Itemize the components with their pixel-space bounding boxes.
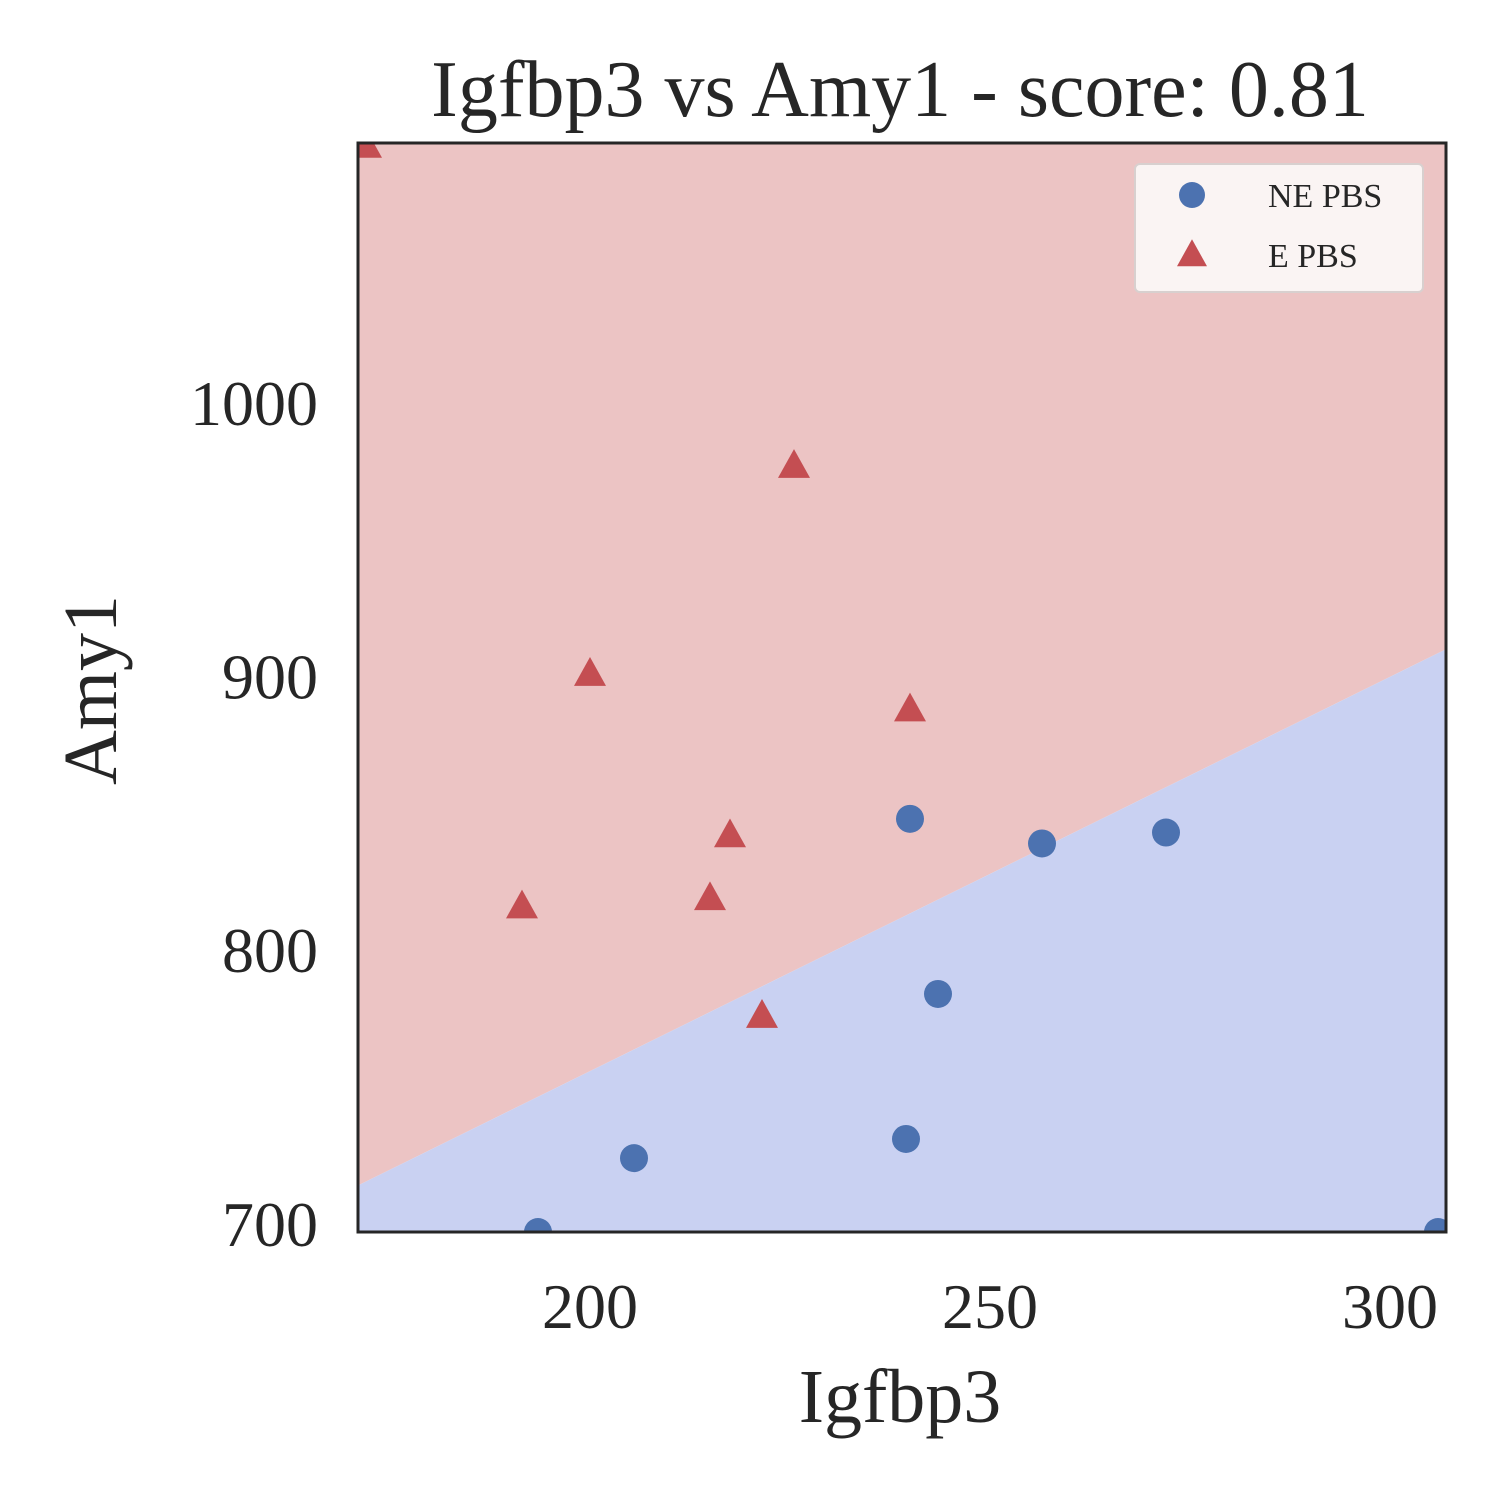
y-tick-label: 1000 — [190, 368, 318, 439]
ne-pbs-point — [1152, 818, 1180, 847]
legend-box — [1134, 163, 1424, 293]
ne-pbs-point — [524, 1218, 552, 1232]
x-tick-label: 200 — [542, 1271, 638, 1342]
ne-pbs-point — [620, 1144, 648, 1173]
x-axis-label: Igfbp3 — [799, 1355, 1002, 1439]
legend-label-e-pbs: E PBS — [1268, 238, 1358, 275]
legend-label-ne-pbs: NE PBS — [1268, 178, 1382, 215]
ne-pbs-point — [1028, 829, 1056, 858]
ne-pbs-point — [896, 804, 924, 833]
plot-area — [356, 141, 1448, 1234]
e-pbs-point — [746, 999, 778, 1028]
e-pbs-point — [358, 143, 382, 158]
data-markers — [358, 143, 1446, 1232]
legend-marker-e-pbs — [1177, 239, 1207, 267]
x-ticks: 200 250 300 — [542, 1271, 1438, 1342]
x-tick-label: 250 — [942, 1271, 1038, 1342]
region-e-pbs — [358, 143, 1446, 1186]
y-tick-label: 800 — [222, 915, 318, 986]
legend: NE PBS E PBS — [1134, 163, 1424, 293]
y-tick-label: 900 — [222, 642, 318, 713]
e-pbs-point — [506, 889, 538, 919]
y-tick-label: 700 — [222, 1189, 318, 1260]
chart-title: Igfbp3 vs Amy1 - score: 0.81 — [431, 46, 1369, 134]
e-pbs-point — [778, 449, 810, 478]
ne-pbs-point — [892, 1124, 920, 1153]
ne-pbs-point — [1424, 1218, 1446, 1232]
legend-marker-ne-pbs — [1179, 182, 1205, 208]
region-ne-pbs — [358, 649, 1446, 1232]
y-axis-label: Amy1 — [49, 595, 133, 785]
e-pbs-point — [574, 657, 606, 686]
e-pbs-point — [694, 881, 726, 911]
x-tick-label: 300 — [1342, 1271, 1438, 1342]
plot-frame — [356, 141, 1448, 1234]
e-pbs-point — [714, 818, 746, 848]
y-ticks: 700 800 900 1000 — [190, 368, 318, 1260]
ne-pbs-point — [924, 979, 952, 1008]
e-pbs-point — [894, 692, 926, 722]
